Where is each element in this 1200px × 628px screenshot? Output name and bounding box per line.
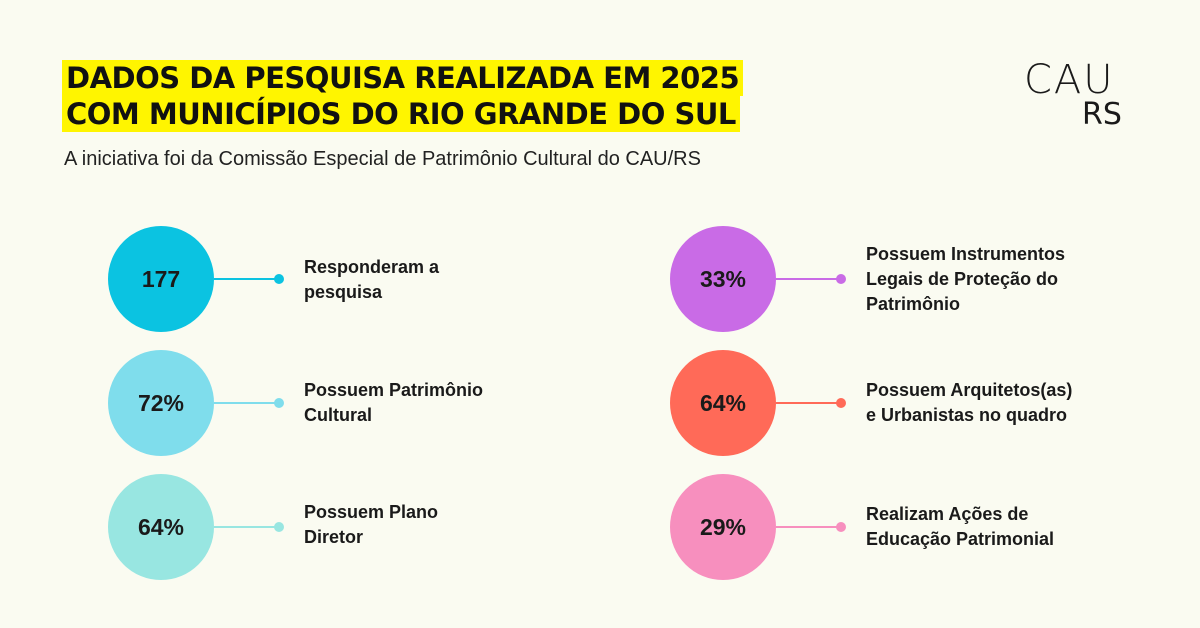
- logo-text-cau: CAU: [1024, 57, 1115, 103]
- stat-label: Possuem Plano Diretor: [304, 500, 604, 550]
- stat-card-legal-instruments: 33% Possuem Instrumentos Legais de Prote…: [670, 226, 1200, 336]
- stat-value: 64%: [699, 389, 747, 416]
- stat-label-line: Educação Patrimonial: [866, 529, 1055, 549]
- stat-label: Responderam a pesquisa: [304, 255, 604, 305]
- stat-label: Realizam Ações de Educação Patrimonial: [866, 502, 1166, 552]
- stat-label: Possuem Arquitetos(as) e Urbanistas no q…: [866, 378, 1166, 428]
- title-line-2: COM MUNICÍPIOS DO RIO GRANDE DO SUL: [62, 96, 740, 132]
- connector-dot: [836, 522, 846, 532]
- connector-line: [214, 278, 278, 280]
- stat-label: Possuem Instrumentos Legais de Proteção …: [866, 242, 1166, 317]
- connector-dot: [274, 522, 284, 532]
- stat-circle: 29%: [670, 474, 776, 580]
- cau-rs-logo: CAU RS: [1024, 58, 1144, 138]
- subtitle: A iniciativa foi da Comissão Especial de…: [64, 148, 701, 170]
- stat-value: 33%: [699, 265, 747, 292]
- connector-dot: [274, 398, 284, 408]
- stat-label-line: Possuem Patrimônio: [304, 380, 484, 400]
- stat-label-line: Realizam Ações de: [866, 504, 1029, 524]
- stat-label-line: Diretor: [304, 527, 364, 547]
- stat-circle: 33%: [670, 226, 776, 332]
- stat-label-line: Cultural: [304, 405, 373, 425]
- stat-circle: 72%: [108, 350, 214, 456]
- stat-label-line: pesquisa: [304, 282, 383, 302]
- connector-line: [214, 402, 278, 404]
- connector-dot: [836, 398, 846, 408]
- connector-line: [776, 526, 840, 528]
- stat-card-respondents: 177 Responderam a pesquisa: [108, 226, 668, 336]
- logo-text-rs: RS: [1082, 97, 1122, 132]
- stat-label-line: Possuem Arquitetos(as): [866, 380, 1073, 400]
- title-line-1: DADOS DA PESQUISA REALIZADA EM 2025: [62, 60, 744, 96]
- stat-circle: 177: [108, 226, 214, 332]
- stat-label-line: Patrimônio: [866, 294, 961, 314]
- stat-card-cultural-heritage: 72% Possuem Patrimônio Cultural: [108, 350, 668, 460]
- stat-value: 29%: [699, 513, 747, 540]
- stat-label-line: Possuem Plano: [304, 502, 439, 522]
- connector-line: [214, 526, 278, 528]
- stat-card-master-plan: 64% Possuem Plano Diretor: [108, 474, 668, 584]
- stat-circle: 64%: [670, 350, 776, 456]
- connector-dot: [274, 274, 284, 284]
- connector-dot: [836, 274, 846, 284]
- stat-label: Possuem Patrimônio Cultural: [304, 378, 604, 428]
- stat-label-line: Legais de Proteção do: [866, 269, 1059, 289]
- stat-circle: 64%: [108, 474, 214, 580]
- connector-line: [776, 278, 840, 280]
- connector-line: [776, 402, 840, 404]
- stat-label-line: e Urbanistas no quadro: [866, 405, 1068, 425]
- stat-label-line: Responderam a: [304, 257, 440, 277]
- stat-label-line: Possuem Instrumentos: [866, 244, 1066, 264]
- stat-card-heritage-education: 29% Realizam Ações de Educação Patrimoni…: [670, 474, 1200, 584]
- stat-value: 72%: [137, 389, 185, 416]
- stat-card-architects: 64% Possuem Arquitetos(as) e Urbanistas …: [670, 350, 1200, 460]
- stat-value: 64%: [137, 513, 185, 540]
- stat-value: 177: [141, 265, 181, 292]
